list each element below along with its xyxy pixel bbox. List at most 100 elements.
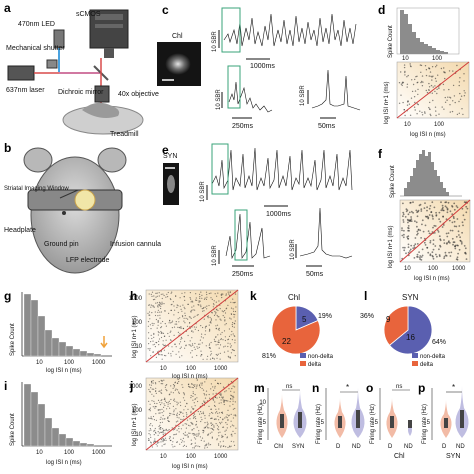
scatter-point bbox=[201, 437, 204, 439]
scatter-point bbox=[174, 309, 176, 311]
scatter-point bbox=[205, 325, 207, 327]
scatter-point bbox=[183, 317, 185, 319]
mouse-head bbox=[30, 156, 120, 274]
scatter-point bbox=[215, 313, 217, 315]
o-group-d: D bbox=[388, 444, 393, 450]
scatter-point bbox=[150, 429, 152, 431]
scatter-point bbox=[170, 292, 172, 294]
scatter-point bbox=[453, 220, 456, 223]
scatter-point bbox=[430, 75, 432, 78]
scatter-point bbox=[442, 209, 444, 212]
scatter-point bbox=[215, 311, 217, 314]
scatter-point bbox=[169, 439, 171, 442]
scatter-point bbox=[196, 420, 198, 423]
scatter-point bbox=[413, 106, 416, 108]
scatter-point bbox=[192, 392, 194, 395]
scatter-point bbox=[433, 232, 436, 234]
scatter-point bbox=[199, 446, 201, 448]
scatter-point bbox=[184, 340, 186, 342]
scatter-point bbox=[221, 434, 223, 436]
scatter-point bbox=[186, 419, 189, 421]
scatter-point bbox=[185, 445, 187, 447]
panel-letter-k: k bbox=[250, 289, 257, 303]
scatter-point bbox=[438, 87, 440, 90]
scatter-point bbox=[402, 101, 404, 104]
scatter-point bbox=[149, 318, 151, 320]
scatter-point bbox=[429, 71, 432, 73]
scatter-point bbox=[456, 113, 459, 116]
scatter-point bbox=[170, 322, 172, 324]
scatter-point bbox=[402, 236, 405, 239]
scatter-point bbox=[454, 245, 457, 248]
scatter-point bbox=[439, 238, 442, 241]
scatter-point bbox=[220, 445, 222, 447]
syn-time-scale-3: 50ms bbox=[306, 271, 324, 278]
scatter-point bbox=[190, 352, 192, 354]
scatter-point bbox=[164, 323, 166, 325]
scatter-point bbox=[185, 412, 187, 414]
n-sig: * bbox=[346, 383, 349, 392]
scatter-point bbox=[212, 386, 214, 388]
scatter-point bbox=[428, 89, 430, 91]
panel-letter-j: j bbox=[129, 379, 133, 393]
scatter-point bbox=[152, 351, 154, 353]
scatter-point bbox=[194, 315, 196, 317]
j-xtick-10: 10 bbox=[160, 454, 167, 460]
d-ylabel-hist: Spike Count bbox=[388, 25, 394, 58]
scatter-point bbox=[158, 432, 160, 434]
scatter-point bbox=[205, 330, 207, 332]
scatter-point bbox=[460, 242, 463, 245]
scatter-point bbox=[461, 108, 463, 110]
scatter-point bbox=[148, 438, 150, 440]
scatter-point bbox=[175, 353, 177, 355]
scatter-point bbox=[214, 396, 216, 398]
scatter-point bbox=[163, 438, 165, 440]
scatter-point bbox=[401, 234, 404, 237]
scatter-point bbox=[198, 433, 200, 435]
scatter-point bbox=[189, 386, 191, 388]
scatter-point bbox=[431, 254, 434, 257]
scatter-point bbox=[404, 216, 407, 218]
scatter-point bbox=[174, 389, 176, 391]
scatter-point bbox=[409, 202, 412, 204]
scatter-point bbox=[166, 401, 168, 404]
syn-long-trace bbox=[211, 147, 353, 191]
scatter-point bbox=[175, 321, 177, 323]
scatter-point bbox=[161, 402, 163, 404]
scatter-point bbox=[402, 246, 404, 249]
scatter-point bbox=[170, 355, 172, 357]
scatter-point bbox=[155, 292, 157, 294]
f-xlabel: log ISI n (ms) bbox=[414, 276, 450, 282]
scatter-point bbox=[205, 394, 208, 396]
scatter-point bbox=[194, 385, 196, 387]
scatter-point bbox=[180, 411, 182, 413]
scatter-point bbox=[428, 86, 431, 88]
scatter-point bbox=[231, 349, 233, 351]
scatter-point bbox=[227, 446, 229, 449]
scatter-point bbox=[401, 84, 403, 87]
scatter-point bbox=[209, 397, 211, 399]
scatter-point bbox=[162, 431, 164, 433]
scatter-point bbox=[460, 95, 463, 97]
scatter-point bbox=[162, 293, 164, 295]
scatter-point bbox=[175, 295, 177, 297]
scatter-point bbox=[463, 95, 466, 97]
scatter-point bbox=[193, 402, 195, 404]
scatter-point bbox=[429, 240, 432, 242]
scatter-point bbox=[216, 314, 218, 317]
scatter-point bbox=[188, 383, 190, 385]
scatter-point bbox=[204, 445, 206, 447]
scatter-point bbox=[232, 408, 234, 410]
scatter-point bbox=[151, 291, 154, 293]
scatter-point bbox=[221, 331, 223, 334]
scatter-point bbox=[167, 332, 169, 335]
scatter-point bbox=[169, 436, 171, 438]
scatter-point bbox=[196, 385, 198, 387]
scatter-point bbox=[436, 64, 438, 67]
scatter-point bbox=[437, 231, 440, 233]
pie-l-delta-count: 9 bbox=[386, 315, 391, 324]
scatter-point bbox=[207, 424, 209, 426]
scatter-point bbox=[431, 66, 434, 68]
scatter-point bbox=[442, 215, 444, 218]
scatter-point bbox=[202, 389, 205, 391]
